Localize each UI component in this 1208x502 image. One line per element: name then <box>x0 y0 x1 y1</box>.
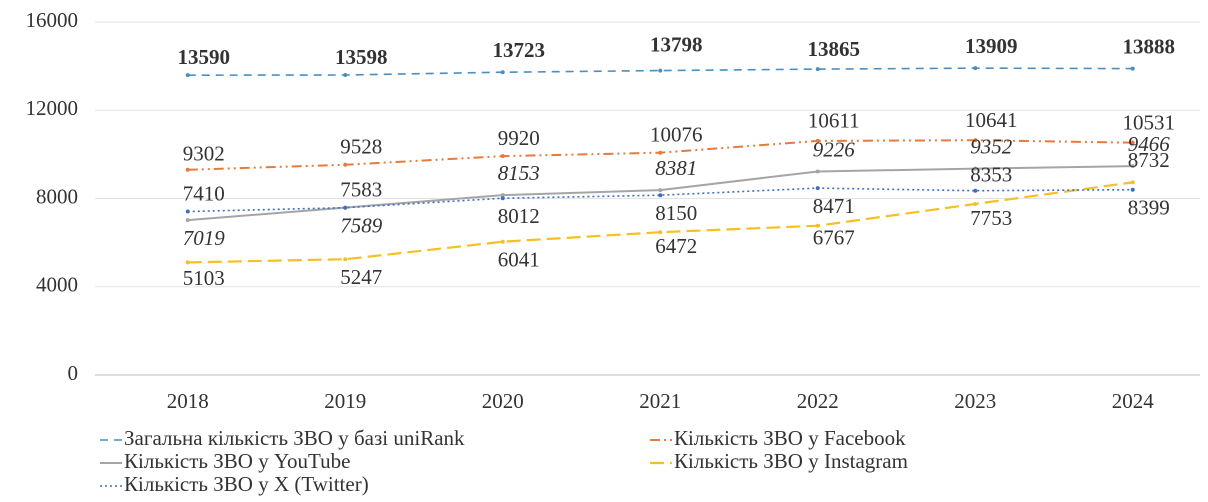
point <box>1130 187 1135 192</box>
data-label: 7753 <box>970 206 1012 230</box>
point <box>658 150 663 155</box>
x-tick-label: 2022 <box>797 389 839 413</box>
data-label: 6472 <box>655 234 697 258</box>
data-label: 7019 <box>183 226 226 250</box>
point <box>1130 140 1135 145</box>
legend-label: Кількість ЗВО у X (Twitter) <box>124 472 369 496</box>
point <box>343 72 348 77</box>
x-tick-label: 2023 <box>954 389 996 413</box>
point <box>658 193 663 198</box>
data-label: 10611 <box>808 109 860 133</box>
point <box>185 260 190 265</box>
point <box>973 166 978 171</box>
legend-label: Кількість ЗВО у Instagram <box>674 449 908 473</box>
data-label: 8399 <box>1128 196 1170 220</box>
point <box>500 196 505 201</box>
point <box>973 138 978 143</box>
point <box>343 162 348 167</box>
legend-label: Кількість ЗВО у YouTube <box>124 449 350 473</box>
data-label: 5247 <box>340 265 382 289</box>
data-label: 13598 <box>335 45 388 69</box>
x-tick-label: 2024 <box>1112 389 1155 413</box>
x-tick-label: 2020 <box>482 389 524 413</box>
point <box>185 73 190 78</box>
point <box>500 193 505 198</box>
point <box>185 167 190 172</box>
data-label: 13590 <box>178 45 231 69</box>
data-label: 9920 <box>498 126 540 150</box>
y-tick-label: 4000 <box>36 273 78 297</box>
x-tick-label: 2019 <box>324 389 366 413</box>
point <box>1130 180 1135 185</box>
legend-label: Кількість ЗВО у Facebook <box>674 426 906 450</box>
data-label: 13888 <box>1123 34 1176 58</box>
data-label: 8012 <box>498 204 540 228</box>
data-label: 9302 <box>183 142 225 166</box>
point <box>500 154 505 159</box>
point <box>658 230 663 235</box>
data-label: 7589 <box>340 213 383 237</box>
data-label: 8150 <box>655 201 697 225</box>
point <box>815 169 820 174</box>
point <box>815 186 820 191</box>
y-tick-label: 16000 <box>26 8 79 32</box>
point <box>973 188 978 193</box>
data-label: 6767 <box>813 226 855 250</box>
data-label: 8153 <box>498 161 540 185</box>
data-label: 10531 <box>1123 110 1176 134</box>
data-label: 9528 <box>340 135 382 159</box>
point <box>185 218 190 223</box>
point <box>343 257 348 262</box>
point <box>500 239 505 244</box>
point <box>973 66 978 71</box>
data-label: 13723 <box>493 38 546 62</box>
y-tick-label: 8000 <box>36 184 78 208</box>
data-label: 7410 <box>183 181 225 205</box>
data-label: 8471 <box>813 194 855 218</box>
legend-label: Загальна кількість ЗВО у базі uniRank <box>124 426 465 450</box>
data-label: 13909 <box>965 34 1018 58</box>
data-label: 10076 <box>650 123 703 147</box>
data-label: 9466 <box>1128 132 1171 156</box>
point <box>1130 164 1135 169</box>
point <box>658 68 663 73</box>
point <box>815 67 820 72</box>
point <box>658 188 663 193</box>
data-label: 8381 <box>655 156 697 180</box>
point <box>500 70 505 75</box>
data-label: 9352 <box>970 134 1013 158</box>
data-label: 6041 <box>498 248 540 272</box>
point <box>815 138 820 143</box>
data-label: 10641 <box>965 108 1018 132</box>
point <box>343 205 348 210</box>
point <box>815 223 820 228</box>
data-label: 8353 <box>970 163 1012 187</box>
point <box>185 209 190 214</box>
x-tick-label: 2021 <box>639 389 681 413</box>
data-label: 9226 <box>813 137 856 161</box>
data-label: 13798 <box>650 32 703 56</box>
point <box>973 201 978 206</box>
data-label: 13865 <box>808 37 861 61</box>
point <box>1130 66 1135 71</box>
data-label: 8732 <box>1128 148 1170 172</box>
y-tick-label: 12000 <box>26 96 79 120</box>
data-label: 7583 <box>340 178 382 202</box>
x-tick-label: 2018 <box>167 389 209 413</box>
data-label: 5103 <box>183 266 225 290</box>
y-tick-label: 0 <box>68 361 79 385</box>
